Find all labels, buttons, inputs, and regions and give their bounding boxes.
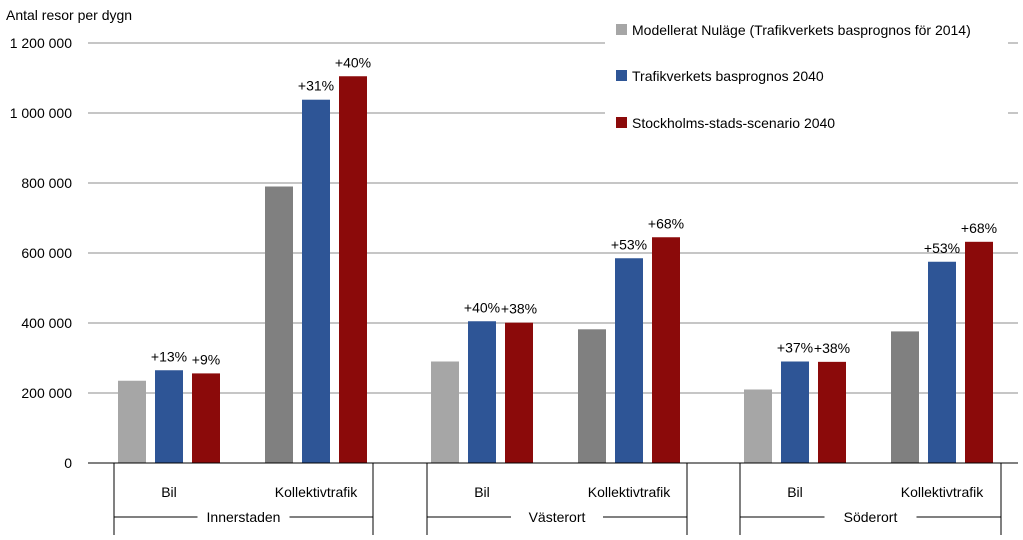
data-label: +68% (648, 215, 684, 231)
x-tick-label: Kollektivtrafik (901, 484, 984, 500)
data-label: +38% (814, 340, 850, 356)
y-tick-label: 1 000 000 (10, 105, 72, 121)
y-tick-label: 1 200 000 (10, 35, 72, 51)
bar (891, 331, 919, 463)
bar (965, 241, 993, 463)
legend-background (605, 8, 1008, 138)
bar (468, 321, 496, 463)
legend-swatch (616, 70, 627, 81)
x-tick-label: Bil (474, 484, 490, 500)
x-tick-label: Kollektivtrafik (275, 484, 358, 500)
bar (302, 99, 330, 463)
y-axis-title: Antal resor per dygn (6, 7, 132, 23)
bar (928, 261, 956, 463)
legend-swatch (616, 117, 627, 128)
data-label: +37% (777, 340, 813, 356)
bar (652, 237, 680, 463)
data-label: +40% (464, 299, 500, 315)
x-tick-label: Bil (787, 484, 803, 500)
bar (578, 329, 606, 463)
data-label: +68% (961, 220, 997, 236)
data-label: +13% (151, 348, 187, 364)
bar (118, 380, 146, 463)
x-axis: Bil Kollektivtrafik Innerstaden Bil Kollekti… (88, 462, 1018, 535)
y-tick-label: 200 000 (21, 385, 72, 401)
data-label: +9% (192, 351, 220, 367)
bar (339, 76, 367, 463)
y-axis: 0 200 000 400 000 600 000 800 000 1 000 000 1 … (10, 35, 73, 471)
bars (118, 76, 993, 463)
bar (265, 186, 293, 463)
y-tick-label: 400 000 (21, 315, 72, 331)
legend-label: Trafikverkets basprognos 2040 (632, 68, 824, 84)
bar (155, 370, 183, 463)
bar (431, 361, 459, 463)
data-label: +40% (335, 54, 371, 70)
bar (781, 361, 809, 463)
legend-label: Stockholms-stads-scenario 2040 (632, 115, 835, 131)
data-label: +53% (924, 240, 960, 256)
y-tick-label: 600 000 (21, 245, 72, 261)
gridlines (88, 42, 1018, 394)
bar (818, 361, 846, 463)
data-label: +31% (298, 78, 334, 94)
y-tick-label: 800 000 (21, 175, 72, 191)
x-tick-label: Bil (161, 484, 177, 500)
group-label: Söderort (844, 509, 898, 525)
y-tick-label: 0 (64, 455, 72, 471)
bar (615, 258, 643, 463)
group-label: Innerstaden (207, 509, 281, 525)
data-label: +38% (501, 301, 537, 317)
bar (744, 389, 772, 463)
x-tick-label: Kollektivtrafik (588, 484, 671, 500)
data-labels: +13% +9%+31%+40%+40% +38%+53%+68%+37% +38%+… (151, 54, 997, 367)
bar (505, 322, 533, 463)
bar (192, 373, 220, 463)
legend-swatch (616, 24, 627, 35)
legend: Modellerat Nuläge (Trafikverkets basprog… (605, 8, 1008, 138)
data-label: +53% (611, 236, 647, 252)
legend-label: Modellerat Nuläge (Trafikverkets basprog… (632, 22, 971, 38)
group-label: Västerort (529, 509, 586, 525)
